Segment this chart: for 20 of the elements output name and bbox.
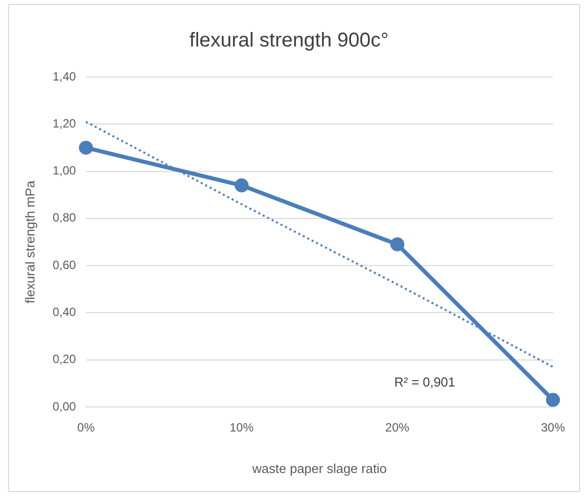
x-tick-label: 0% (77, 420, 95, 435)
x-axis-title: waste paper slage ratio (251, 460, 387, 476)
point (234, 178, 249, 192)
x-tick-label: 20% (385, 420, 410, 435)
y-tick-label: 0,60 (52, 258, 76, 272)
y-tick-label: 1,40 (52, 69, 76, 84)
x-tick-label: 30% (540, 420, 566, 435)
y-tick-label: 1,20 (52, 116, 76, 130)
x-tick-label: 10% (230, 420, 254, 435)
y-tick-label: 0,20 (52, 352, 76, 366)
point (78, 140, 93, 155)
y-tick-label: 0,80 (52, 210, 76, 225)
y-tick-label: 1,00 (52, 164, 76, 178)
point (546, 392, 560, 407)
y-axis-title: flexural strength mPa (22, 180, 38, 304)
annotation: R² = 0,901 (394, 374, 456, 390)
point (390, 237, 404, 252)
y-tick-label: 0,00 (52, 399, 76, 414)
chart-title: flexural strength 900c° (189, 30, 389, 52)
y-tick-label: 0,40 (52, 305, 76, 320)
